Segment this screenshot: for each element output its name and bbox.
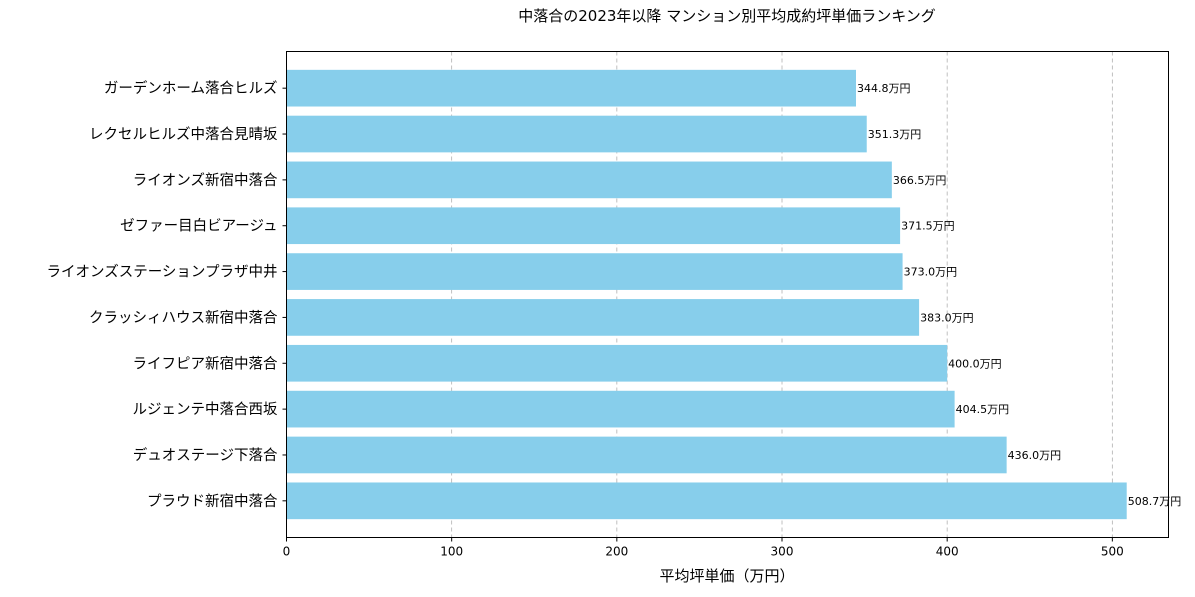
data-label: 366.5万円 — [893, 174, 947, 187]
y-tick-label: ガーデンホーム落合ヒルズ — [104, 79, 278, 97]
bar — [286, 436, 1007, 474]
bar — [286, 161, 892, 199]
y-tick-label: ゼファー目白ビアージュ — [120, 218, 277, 235]
data-label: 371.5万円 — [901, 220, 955, 233]
data-label: 400.0万円 — [948, 357, 1002, 370]
x-axis-label: 平均坪単価（万円） — [659, 567, 794, 585]
x-tick-label: 300 — [771, 545, 794, 559]
y-tick-label: レクセルヒルズ中落合見晴坂 — [89, 126, 278, 143]
x-tick-label: 200 — [605, 545, 628, 559]
data-label: 436.0万円 — [1008, 449, 1061, 462]
y-tick-label: ルジェンテ中落合西坂 — [133, 401, 278, 418]
x-tick-label: 0 — [283, 545, 291, 559]
bar — [286, 482, 1127, 520]
bar — [286, 299, 920, 336]
x-tick-label: 100 — [440, 545, 463, 559]
bar — [286, 253, 903, 290]
plot-frame — [286, 51, 1169, 538]
y-tick-label: ライフピア新宿中落合 — [133, 355, 278, 372]
chart-title: 中落合の2023年以降 マンション別平均成約坪単価ランキング — [518, 7, 936, 25]
x-axis-ticks: 0 100 200 300 400 500 — [283, 537, 1124, 559]
y-tick-label: デュオステージ下落合 — [133, 446, 278, 464]
y-tick-label: ライオンズステーションプラザ中井 — [47, 264, 278, 281]
bar — [286, 115, 867, 153]
data-label: 383.0万円 — [920, 311, 974, 324]
data-label: 373.0万円 — [904, 266, 958, 279]
bars: 344.8万円 351.3万円 366.5万円 371.5万円 373.0万円 383.0… — [286, 69, 1182, 520]
y-axis-ticks: ガーデンホーム落合ヒルズレクセルヒルズ中落合見晴坂ライオンズ新宿中落合ゼファー目… — [47, 79, 287, 510]
x-tick-label: 400 — [936, 545, 959, 559]
bar — [286, 69, 857, 107]
data-label: 351.3万円 — [868, 128, 922, 141]
data-label: 404.5万円 — [956, 403, 1010, 416]
bar — [286, 390, 955, 428]
y-tick-label: ライオンズ新宿中落合 — [133, 172, 278, 189]
bar — [286, 207, 901, 245]
y-tick-label: プラウド新宿中落合 — [147, 493, 278, 510]
x-tick-label: 500 — [1101, 545, 1124, 559]
data-label: 508.7万円 — [1128, 495, 1182, 508]
bar — [286, 344, 948, 382]
data-label: 344.8万円 — [857, 82, 911, 95]
y-tick-label: クラッシィハウス新宿中落合 — [89, 309, 278, 326]
